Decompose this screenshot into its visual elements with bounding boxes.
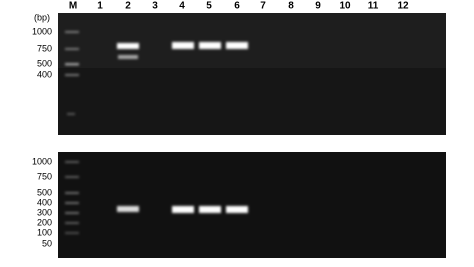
lane-label: 8 bbox=[288, 1, 294, 12]
marker-label: 100 bbox=[37, 227, 52, 237]
lane-label: 1 bbox=[97, 1, 103, 12]
marker-label: 50 bbox=[42, 238, 52, 248]
lane-label: 11 bbox=[368, 1, 379, 12]
gel-b bbox=[58, 152, 446, 258]
sample-bands-b bbox=[117, 206, 248, 213]
lane-label: 5 bbox=[206, 1, 212, 12]
sample-bands-a bbox=[117, 42, 248, 59]
lane-label: 12 bbox=[397, 1, 409, 12]
lane-label: 9 bbox=[315, 1, 321, 12]
lane-label: 6 bbox=[234, 1, 240, 12]
marker-label: 500 bbox=[37, 58, 52, 68]
marker-label: 750 bbox=[37, 43, 52, 53]
lane-label: 10 bbox=[339, 1, 351, 12]
lane-label: 7 bbox=[260, 1, 266, 12]
marker-label: 750 bbox=[37, 171, 52, 181]
lane-label: M bbox=[69, 1, 77, 12]
marker-bands-a bbox=[65, 31, 79, 115]
lane-label: 3 bbox=[152, 1, 158, 12]
marker-label: 1000 bbox=[32, 26, 52, 36]
marker-label: 200 bbox=[37, 217, 52, 227]
marker-label: 1000 bbox=[32, 156, 52, 166]
marker-bands-b bbox=[65, 161, 79, 234]
lane-label: 4 bbox=[179, 1, 185, 12]
marker-label: 400 bbox=[37, 197, 52, 207]
gel-a-upper bbox=[58, 13, 446, 68]
lane-label: 2 bbox=[125, 1, 131, 12]
marker-label: 400 bbox=[37, 69, 52, 79]
unit-label: (bp) bbox=[34, 12, 50, 22]
marker-label: 300 bbox=[37, 207, 52, 217]
marker-label: 500 bbox=[37, 187, 52, 197]
